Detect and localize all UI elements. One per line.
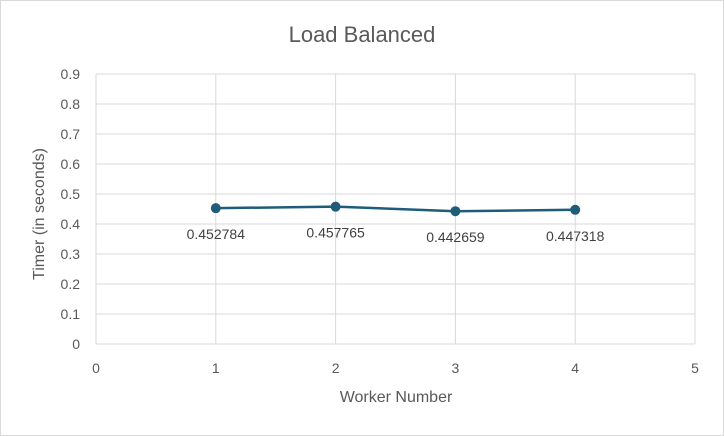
tick-labels: 0 0.1 0.2 0.3 0.4 0.5 0.6 0.7 0.8 0.9 0 1 2 3 4 5 [61, 66, 700, 376]
data-point [570, 204, 581, 215]
x-tick-label: 5 [691, 360, 699, 376]
data-label: 0.447318 [546, 228, 605, 244]
x-tick-label: 3 [452, 360, 460, 376]
data-point [330, 201, 341, 212]
data-label: 0.442659 [426, 229, 485, 245]
data-label: 0.452784 [187, 226, 246, 242]
y-tick-label: 0 [72, 336, 80, 352]
y-tick-label: 0.8 [61, 96, 81, 112]
y-tick-label: 0.6 [61, 156, 81, 172]
series-layer: 0.452784 0.457765 0.442659 0.447318 [187, 201, 605, 245]
y-tick-label: 0.9 [61, 66, 81, 82]
y-tick-label: 0.4 [61, 216, 81, 232]
y-tick-label: 0.5 [61, 186, 81, 202]
y-tick-label: 0.7 [61, 126, 81, 142]
y-tick-label: 0.3 [61, 246, 81, 262]
data-point [210, 203, 221, 214]
data-label: 0.457765 [306, 225, 365, 241]
y-tick-label: 0.1 [61, 306, 81, 322]
data-point [450, 206, 461, 217]
x-tick-label: 4 [571, 360, 579, 376]
series-line [215, 205, 576, 213]
y-tick-label: 0.2 [61, 276, 81, 292]
grid-lines [95, 73, 696, 345]
x-axis-label: Worker Number [340, 389, 453, 406]
chart-title: Load Balanced [289, 22, 436, 47]
x-tick-label: 1 [212, 360, 220, 376]
y-axis-label: Timer (in seconds) [31, 148, 48, 280]
x-tick-label: 2 [332, 360, 340, 376]
x-tick-label: 0 [92, 360, 100, 376]
